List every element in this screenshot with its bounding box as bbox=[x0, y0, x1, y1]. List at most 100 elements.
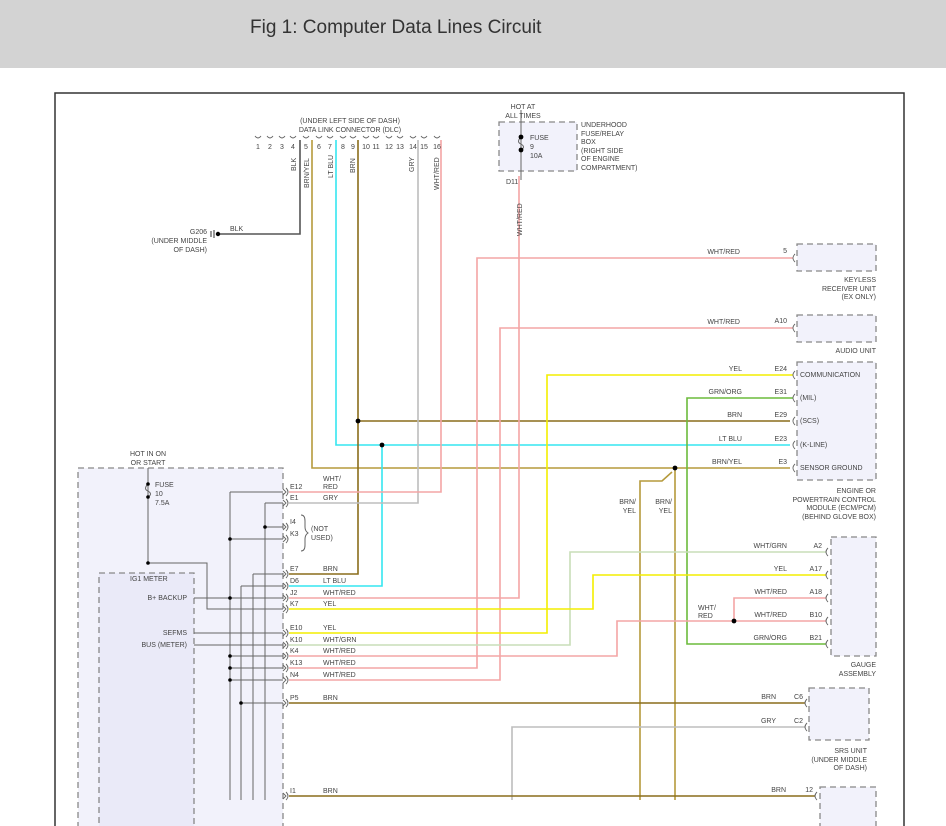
dlc-pin-socket bbox=[385, 135, 393, 139]
meter-connector-pin: K3 bbox=[290, 531, 299, 538]
dlc-pin-number: 10 bbox=[362, 144, 370, 151]
connector-terminal-icon bbox=[282, 593, 289, 603]
dlc-pin-number: 6 bbox=[317, 144, 321, 151]
dlc-pin-number: 13 bbox=[396, 144, 404, 151]
bottom-unit-wire-label: BRN bbox=[771, 787, 786, 794]
dlc-wire-label: LT BLU bbox=[328, 155, 335, 178]
srs-pin: C6 bbox=[794, 694, 803, 701]
dlc-pin-socket bbox=[420, 135, 428, 139]
dlc-pin-socket bbox=[433, 135, 441, 139]
meter-connector-pin: E12 bbox=[290, 484, 303, 491]
ig1-meter-label: IG1 METER bbox=[130, 576, 168, 583]
brn-yel-branch-label: YEL bbox=[623, 508, 636, 515]
connector-terminal-icon bbox=[792, 440, 796, 450]
wire-brn-yel bbox=[311, 140, 790, 800]
ecm-wire-label: BRN/YEL bbox=[712, 459, 742, 466]
connector-terminal-icon bbox=[282, 487, 289, 497]
underhood-name: FUSE/RELAY bbox=[581, 131, 624, 138]
dlc-pin-number: 14 bbox=[409, 144, 417, 151]
fuse-amperage: 10A bbox=[530, 153, 543, 160]
gauge-pin: A18 bbox=[810, 589, 823, 596]
dlc-wire-label: BRN bbox=[350, 158, 357, 173]
connector-terminal-icon bbox=[792, 253, 796, 263]
figure-header: Fig 1: Computer Data Lines Circuit bbox=[0, 0, 946, 68]
gauge-wire-label: WHT/RED bbox=[754, 612, 787, 619]
connector-terminal-icon bbox=[282, 640, 289, 650]
connector-terminal-icon bbox=[282, 628, 289, 638]
dlc-pin-socket bbox=[254, 135, 262, 139]
meter-connector-pin: E1 bbox=[290, 495, 299, 502]
gauge-name: ASSEMBLY bbox=[839, 671, 877, 678]
fuse-number: 10 bbox=[155, 491, 163, 498]
meter-connector-pin: I4 bbox=[290, 519, 296, 526]
meter-connector-pin: K7 bbox=[290, 601, 299, 608]
splice-point bbox=[672, 465, 678, 471]
dlc-pin-socket bbox=[396, 135, 404, 139]
ig1-meter-box bbox=[98, 572, 195, 826]
meter-connector-pin: K10 bbox=[290, 637, 303, 644]
ecm-function-label: COMMUNICATION bbox=[800, 372, 860, 379]
dlc-pin-socket bbox=[409, 135, 417, 139]
dlc-pin-socket bbox=[266, 135, 274, 139]
connector-terminal-icon bbox=[825, 547, 829, 557]
ecm-pcm-module bbox=[796, 361, 877, 481]
meter-connector-pin: K4 bbox=[290, 648, 299, 655]
connector-terminal-icon bbox=[282, 522, 289, 532]
connector-terminal-icon bbox=[792, 393, 796, 403]
meter-wire-label: BRN bbox=[323, 788, 338, 795]
ecm-pin: E24 bbox=[775, 366, 788, 373]
splice-point bbox=[239, 701, 243, 705]
dlc-wire-label: WHT/RED bbox=[434, 157, 441, 190]
splice-point bbox=[263, 525, 267, 529]
gauge-pin: B21 bbox=[810, 635, 823, 642]
ecm-function-label: SENSOR GROUND bbox=[800, 465, 863, 472]
gauge-wire-label: WHT/RED bbox=[754, 589, 787, 596]
wires bbox=[220, 140, 826, 800]
meter-wire-label: RED bbox=[323, 484, 338, 491]
dlc-wire-label: BRN/YEL bbox=[304, 158, 311, 188]
connector-terminal-icon bbox=[792, 370, 796, 380]
connector-terminal-icon bbox=[825, 593, 829, 603]
gauge-name: GAUGE bbox=[851, 662, 877, 669]
dlc-pin-socket bbox=[349, 135, 357, 139]
srs-name: (UNDER MIDDLE bbox=[811, 757, 867, 764]
dlc-pin-number: 3 bbox=[280, 144, 284, 151]
gauge-assembly bbox=[830, 536, 877, 657]
hot-in-on-start: HOT IN ON bbox=[130, 451, 166, 458]
meter-connector-pin: J2 bbox=[290, 590, 298, 597]
dlc-wire-label: BLK bbox=[291, 157, 298, 171]
underhood-name: UNDERHOOD bbox=[581, 122, 627, 129]
dlc-pin-number: 11 bbox=[372, 144, 379, 151]
splice-point bbox=[228, 596, 232, 600]
wire-wht-grn bbox=[289, 551, 826, 646]
wire-wht-red-d11 bbox=[289, 176, 520, 599]
srs-wire-label: GRY bbox=[761, 718, 776, 725]
dlc-wire-label: GRY bbox=[409, 157, 416, 172]
dlc-pin-socket bbox=[326, 135, 334, 139]
underhood-name: BOX bbox=[581, 139, 596, 146]
meter-wire-label: BRN bbox=[323, 695, 338, 702]
meter-connector-pin: E10 bbox=[290, 625, 303, 632]
audio-unit bbox=[796, 314, 877, 343]
not-used-label: (NOT bbox=[311, 526, 329, 533]
fuse-9-icon bbox=[518, 136, 524, 151]
splice-point bbox=[146, 561, 150, 565]
fuse-number: 9 bbox=[530, 144, 534, 151]
splice-point bbox=[228, 666, 232, 670]
connector-terminal-icon bbox=[282, 791, 289, 801]
fuse-10-icon bbox=[145, 483, 151, 498]
dlc-pin-number: 15 bbox=[420, 144, 428, 151]
connector-terminal-icon bbox=[792, 323, 796, 333]
ecm-name: POWERTRAIN CONTROL bbox=[793, 497, 877, 504]
figure-title: Fig 1: Computer Data Lines Circuit bbox=[250, 17, 542, 38]
underhood-name: (RIGHT SIDE bbox=[581, 148, 624, 155]
keyless-name: RECEIVER UNIT bbox=[822, 286, 877, 293]
ground-location: (UNDER MIDDLE bbox=[151, 238, 207, 245]
sefms-label: SEFMS bbox=[163, 630, 187, 637]
audio-pin: A10 bbox=[775, 318, 788, 325]
ecm-name: (BEHIND GLOVE BOX) bbox=[802, 514, 876, 521]
srs-pin: C2 bbox=[794, 718, 803, 725]
connector-pins bbox=[254, 135, 829, 801]
fuse-label: FUSE bbox=[530, 135, 549, 142]
meter-connector-pin: N4 bbox=[290, 672, 299, 679]
